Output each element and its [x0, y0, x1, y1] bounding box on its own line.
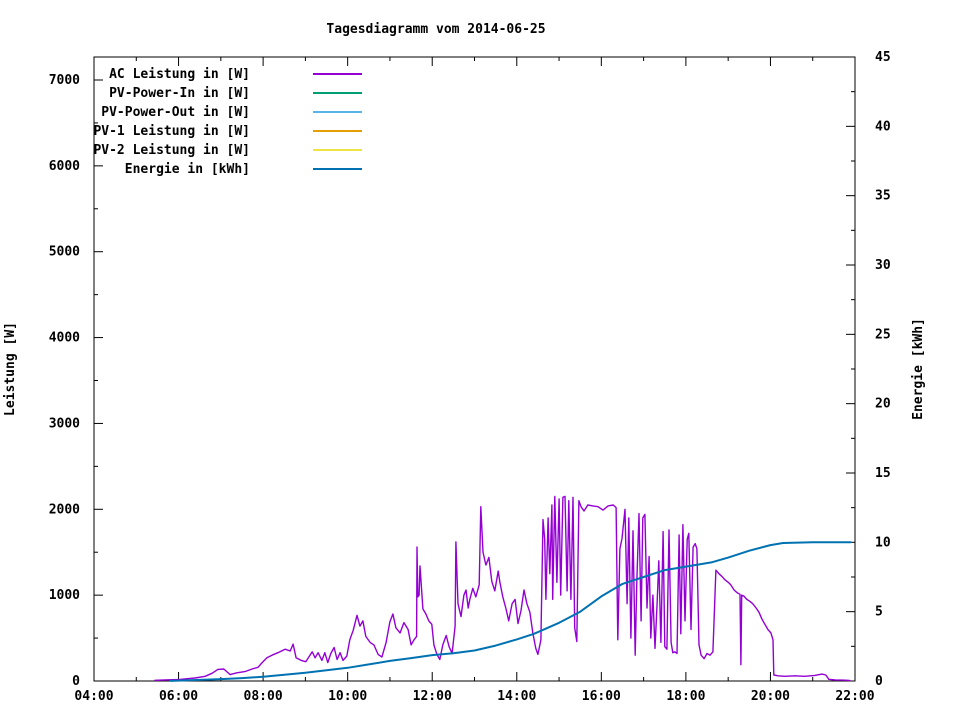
y1-tick-label: 4000 — [49, 331, 80, 346]
y1-tick-label: 6000 — [49, 159, 80, 174]
y2-tick-label: 5 — [875, 605, 883, 620]
y2-tick-label: 25 — [875, 327, 891, 342]
legend-label: PV-1 Leistung in [W] — [93, 124, 250, 139]
legend: AC Leistung in [W] PV-Power-In in [W] PV-P… — [93, 67, 362, 177]
legend-label: PV-Power-Out in [W] — [101, 105, 250, 120]
y2-tick-label: 0 — [875, 674, 883, 689]
tick-labels: 04:00 06:00 08:00 10:00 12:00 14:00 16:00 18:00… — [49, 50, 891, 704]
y-axis-left-label: Leistung [W] — [3, 322, 18, 416]
y-axis-right-label: Energie [kWh] — [911, 318, 926, 420]
axis-ticks — [93, 56, 856, 682]
y2-tick-label: 20 — [875, 397, 891, 412]
x-tick-label: 04:00 — [74, 689, 113, 704]
chart-title: Tagesdiagramm vom 2014-06-25 — [326, 22, 545, 37]
x-tick-label: 22:00 — [835, 689, 874, 704]
y2-tick-label: 15 — [875, 466, 891, 481]
y2-tick-label: 40 — [875, 119, 891, 134]
y1-tick-label: 5000 — [49, 245, 80, 260]
x-tick-label: 14:00 — [497, 689, 536, 704]
y2-tick-label: 35 — [875, 189, 891, 204]
legend-label: AC Leistung in [W] — [109, 67, 250, 82]
x-tick-label: 10:00 — [328, 689, 367, 704]
x-tick-label: 06:00 — [159, 689, 198, 704]
y1-tick-label: 7000 — [49, 73, 80, 88]
y1-tick-label: 3000 — [49, 416, 80, 431]
y1-tick-label: 2000 — [49, 502, 80, 517]
series-energie-in-kwh- — [169, 541, 852, 682]
y2-tick-label: 30 — [875, 258, 891, 273]
legend-label: PV-2 Leistung in [W] — [93, 143, 250, 158]
legend-label: PV-Power-In in [W] — [109, 86, 250, 101]
x-tick-label: 12:00 — [413, 689, 452, 704]
y2-tick-label: 10 — [875, 535, 891, 550]
x-tick-label: 18:00 — [666, 689, 705, 704]
x-tick-label: 08:00 — [244, 689, 283, 704]
x-tick-label: 16:00 — [582, 689, 621, 704]
y1-tick-label: 0 — [72, 674, 80, 689]
data-series — [154, 495, 852, 682]
series-ac-leistung-in-w- — [154, 495, 851, 682]
x-tick-label: 20:00 — [751, 689, 790, 704]
y1-tick-label: 1000 — [49, 588, 80, 603]
y2-tick-label: 45 — [875, 50, 891, 65]
legend-label: Energie in [kWh] — [125, 162, 250, 177]
